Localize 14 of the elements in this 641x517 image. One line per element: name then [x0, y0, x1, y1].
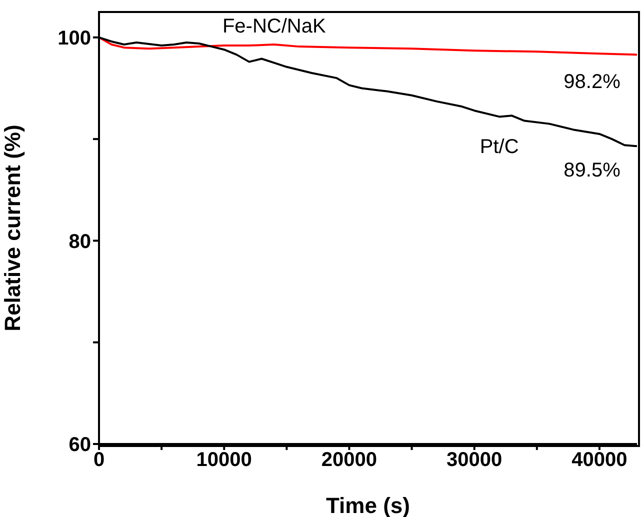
- x-tick-label: 10000: [196, 449, 252, 472]
- x-tick-label: 20000: [321, 449, 378, 472]
- x-tick-label: 30000: [446, 449, 502, 472]
- series-label: Fe-NC/NaK: [222, 16, 326, 38]
- annotation: 89.5%: [564, 159, 621, 182]
- y-axis-title: Relative current (%): [0, 124, 25, 332]
- x-tick-label: 40000: [572, 449, 628, 472]
- y-tick-label: 80: [68, 230, 91, 253]
- x-tick-label: 0: [93, 449, 105, 472]
- line-series: [99, 36, 637, 56]
- annotation: 98.2%: [564, 70, 621, 93]
- y-tick-label: 100: [58, 28, 91, 50]
- series-label: Pt/C: [480, 136, 519, 158]
- y-tick-label: 60: [68, 434, 91, 456]
